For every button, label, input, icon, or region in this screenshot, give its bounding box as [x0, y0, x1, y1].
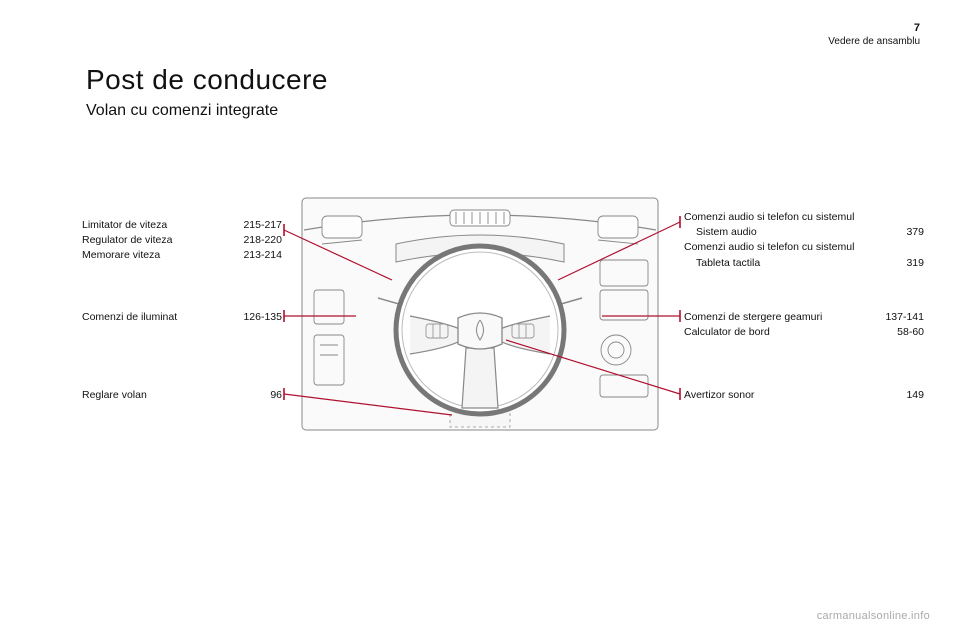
callout-line: Sistem audio 379 [684, 225, 924, 240]
callout-line: Memorare viteza 213-214 [82, 248, 282, 263]
callout-page-ref: 149 [906, 388, 924, 403]
callout-label: Sistem audio [684, 225, 888, 240]
callout-line: Reglare volan 96 [82, 388, 282, 403]
callout-page-ref: 213-214 [243, 248, 282, 263]
steering-wheel-diagram [300, 190, 660, 470]
callout-label: Comenzi audio si telefon cu sistemul [684, 240, 906, 255]
callout-line: Comenzi de iluminat 126-135 [82, 310, 282, 325]
section-name: Vedere de ansamblu [828, 36, 920, 47]
callout-label: Memorare viteza [82, 248, 225, 263]
page-subtitle: Volan cu comenzi integrate [86, 102, 328, 120]
callout-wipers: Comenzi de stergere geamuri137-141Calcul… [684, 310, 924, 340]
callout-label: Reglare volan [82, 388, 252, 403]
callout-page-ref: 379 [906, 225, 924, 240]
callout-line: Comenzi audio si telefon cu sistemul [684, 210, 924, 225]
page-number: 7 [914, 22, 920, 34]
callout-line: Calculator de bord 58-60 [684, 325, 924, 340]
title-block: Post de conducere Volan cu comenzi integ… [86, 64, 328, 120]
callout-page-ref: 58-60 [897, 325, 924, 340]
callout-label: Comenzi de stergere geamuri [684, 310, 867, 325]
callout-line: Regulator de viteza 218-220 [82, 233, 282, 248]
callout-page-ref: 218-220 [243, 233, 282, 248]
callout-line: Avertizor sonor 149 [684, 388, 924, 403]
callout-page-ref: 137-141 [885, 310, 924, 325]
callout-speed: Limitator de viteza215-217Regulator de v… [82, 218, 282, 264]
callout-horn: Avertizor sonor 149 [684, 388, 924, 403]
callout-lights: Comenzi de iluminat 126-135 [82, 310, 282, 325]
callout-label: Comenzi de iluminat [82, 310, 225, 325]
callout-line: Comenzi audio si telefon cu sistemul [684, 240, 924, 255]
callout-label: Tableta tactila [684, 256, 888, 271]
callout-label: Comenzi audio si telefon cu sistemul [684, 210, 906, 225]
callout-audio: Comenzi audio si telefon cu sistemulSist… [684, 210, 924, 271]
callout-label: Limitator de viteza [82, 218, 225, 233]
callout-line: Limitator de viteza 215-217 [82, 218, 282, 233]
callout-tilt: Reglare volan 96 [82, 388, 282, 403]
callout-page-ref: 126-135 [243, 310, 282, 325]
callout-page-ref: 319 [906, 256, 924, 271]
callout-label: Calculator de bord [684, 325, 879, 340]
callout-line: Comenzi de stergere geamuri 137-141 [684, 310, 924, 325]
callout-page-ref: 215-217 [243, 218, 282, 233]
diagram-container: Limitator de viteza215-217Regulator de v… [0, 190, 960, 510]
callout-line: Tableta tactila 319 [684, 256, 924, 271]
callout-page-ref: 96 [270, 388, 282, 403]
callout-label: Regulator de viteza [82, 233, 225, 248]
watermark: carmanualsonline.info [817, 610, 930, 622]
callout-label: Avertizor sonor [684, 388, 888, 403]
page-title: Post de conducere [86, 64, 328, 96]
